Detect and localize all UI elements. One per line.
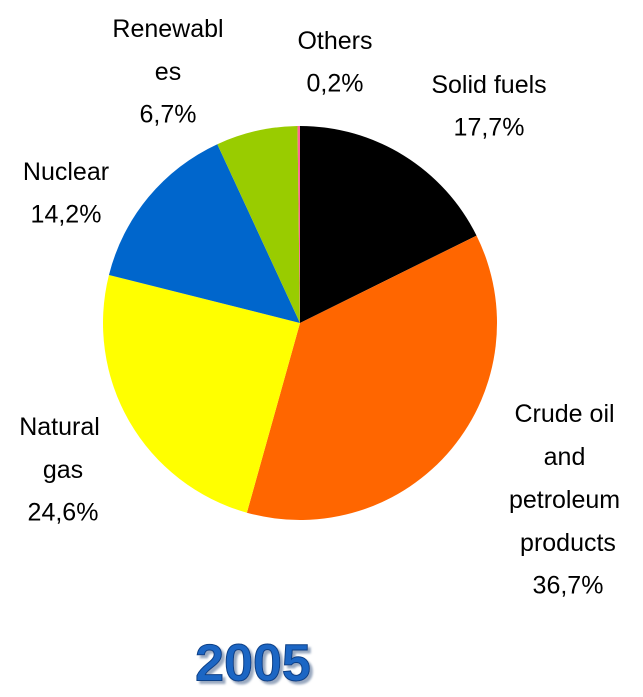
slice-label: Others xyxy=(297,27,372,55)
value-label: 36,7% xyxy=(533,572,604,600)
slice-label: Crude oil and petroleum products xyxy=(509,400,627,557)
pie-slice xyxy=(300,126,477,323)
pie-slice xyxy=(297,126,300,323)
pie-slice xyxy=(103,274,300,513)
pie-slice xyxy=(108,144,301,323)
value-label: 17,7% xyxy=(454,114,525,142)
pie-slice xyxy=(246,235,497,520)
slice-label: Solid fuels xyxy=(431,71,546,99)
value-label: 0,2% xyxy=(307,70,364,98)
value-label: 14,2% xyxy=(31,201,102,229)
value-label: 6,7% xyxy=(140,101,197,129)
pie xyxy=(103,126,497,520)
value-label: 24,6% xyxy=(28,499,99,527)
chart-title: 2005 xyxy=(195,635,311,693)
slice-label: Nuclear xyxy=(23,158,109,186)
slice-label: Renewabl es xyxy=(112,15,223,86)
slice-label: Natural gas xyxy=(19,413,107,484)
pie-slice xyxy=(217,126,300,323)
